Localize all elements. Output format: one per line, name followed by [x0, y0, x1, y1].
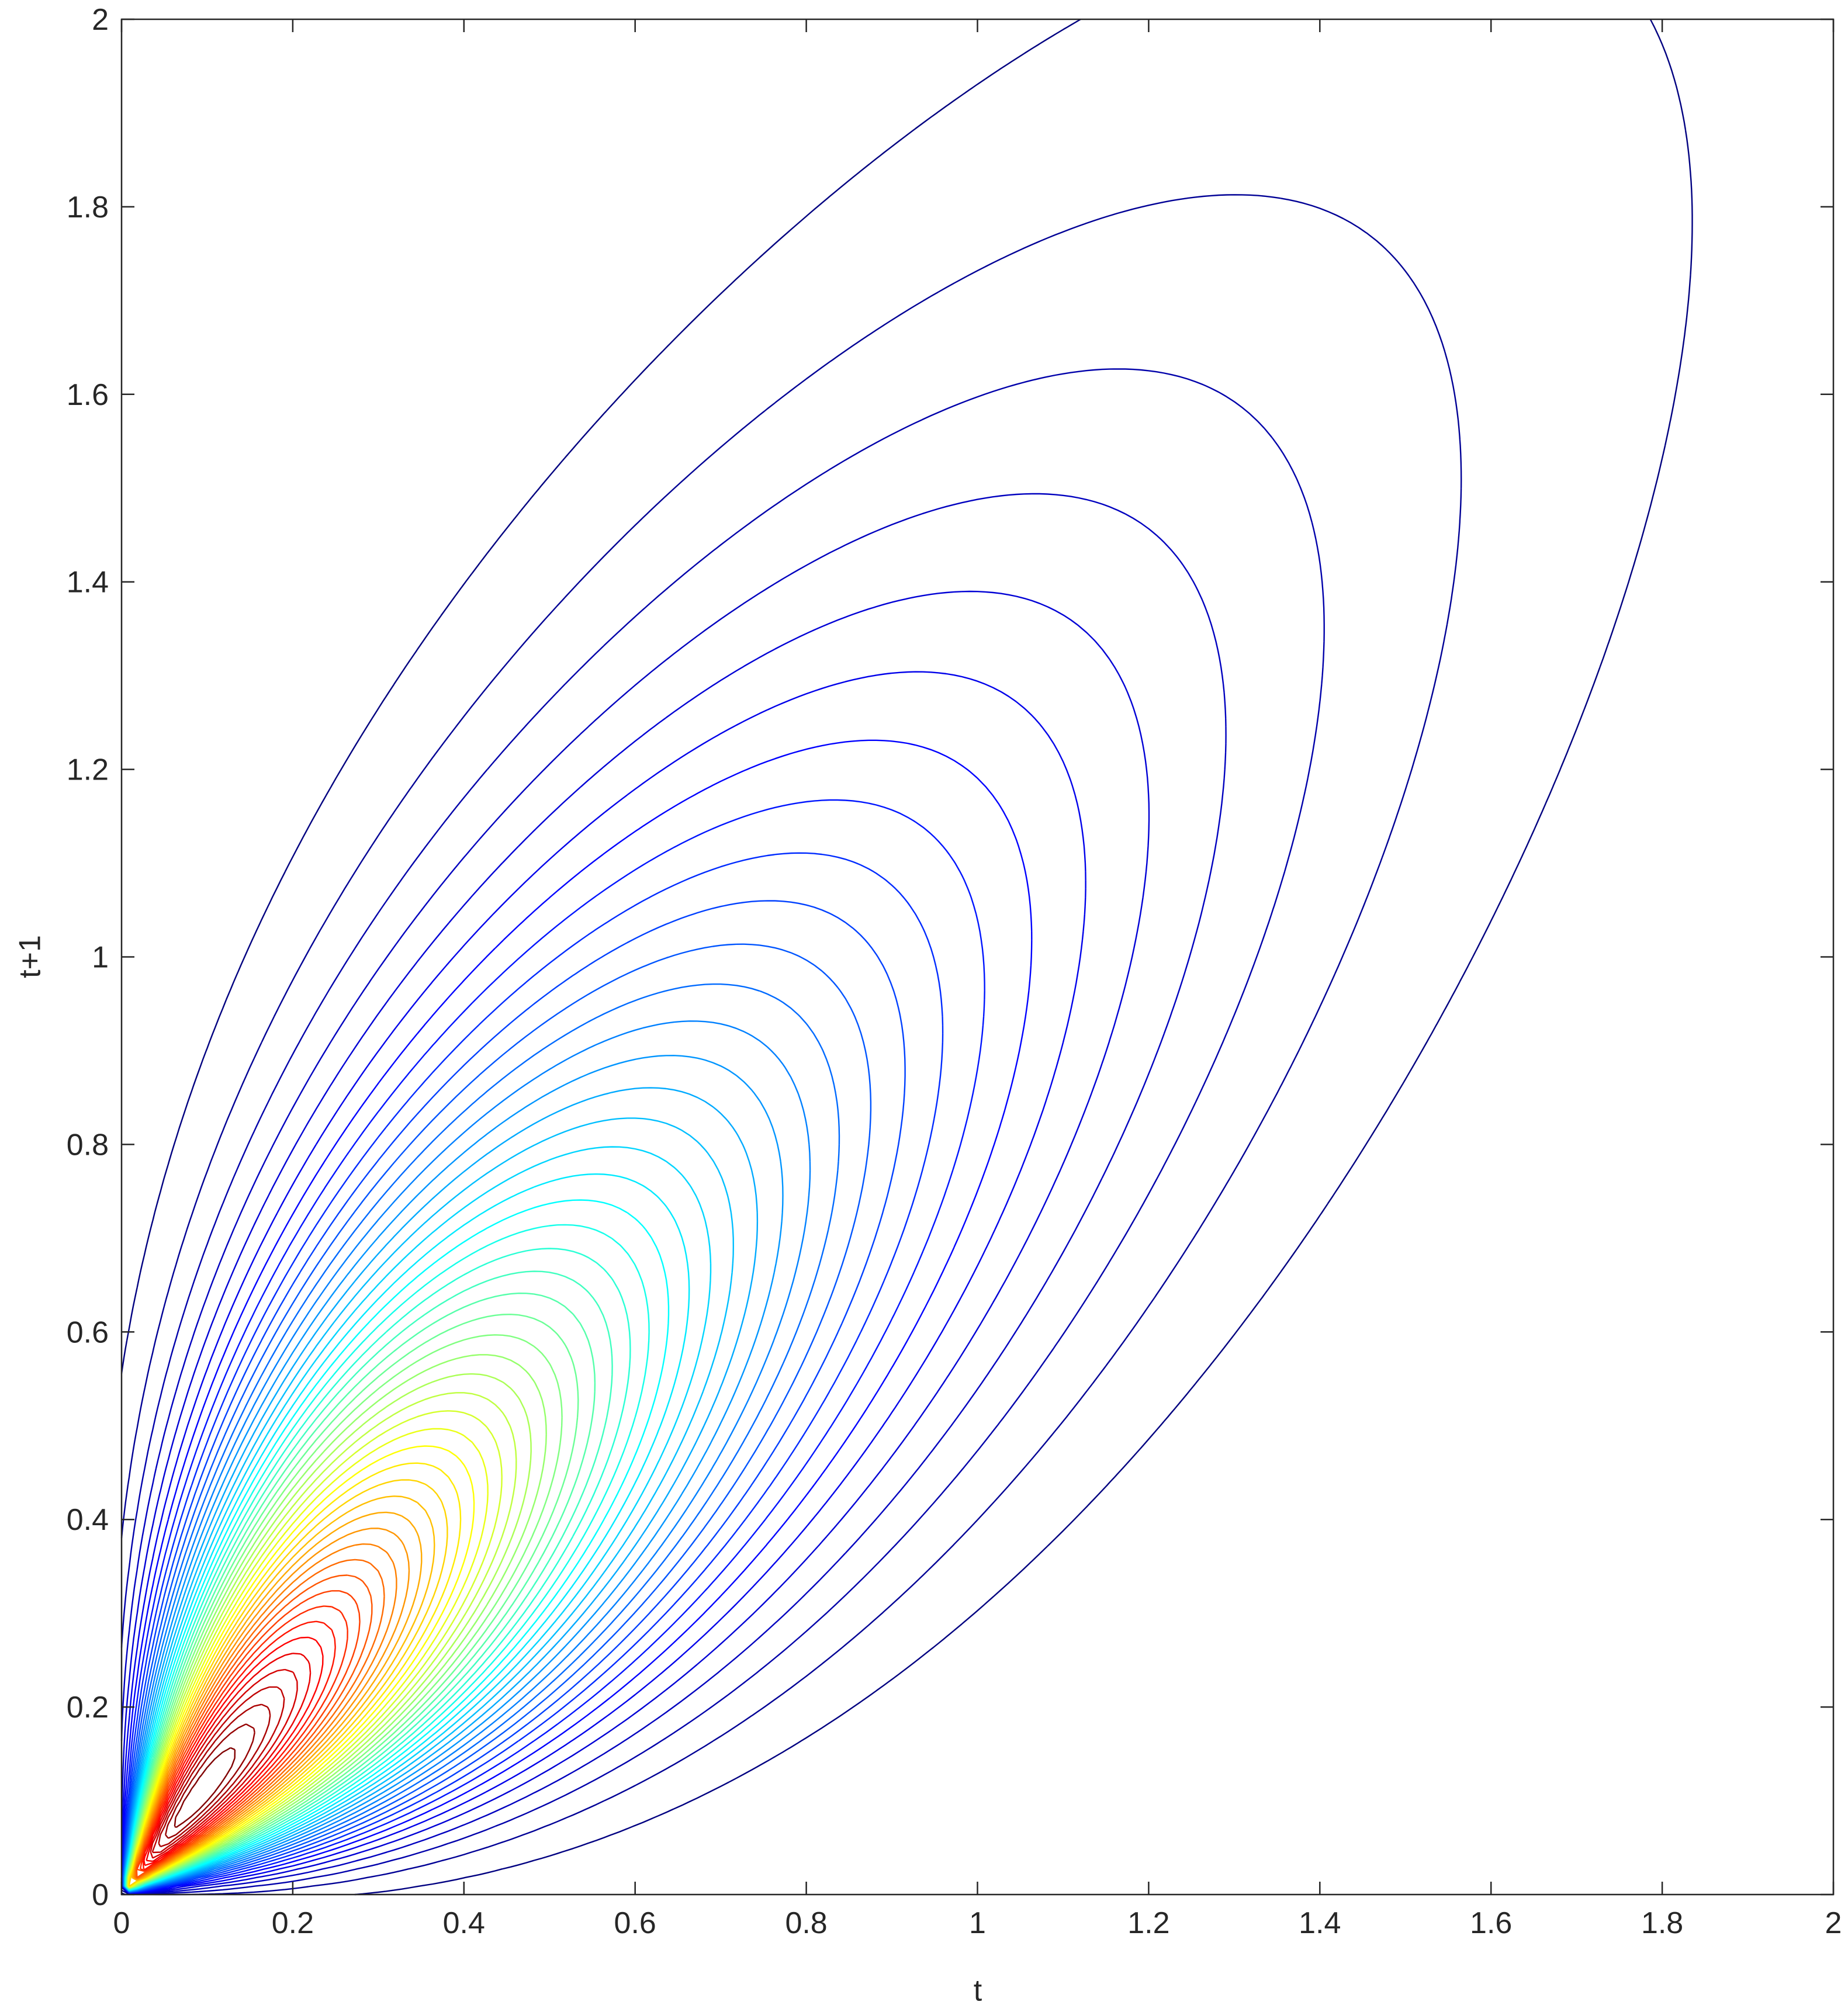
- y-tick-label: 0.2: [67, 1691, 109, 1724]
- contour-line: [120, 368, 1325, 1895]
- y-tick-label: 1: [92, 941, 109, 975]
- contour-line: [124, 1117, 734, 1892]
- y-tick-label: 1.6: [67, 378, 109, 412]
- plot-frame: [120, 18, 1835, 1896]
- contour-line: [127, 1392, 517, 1889]
- contour-line: [123, 983, 840, 1893]
- y-tick-label: 0.6: [67, 1315, 109, 1349]
- contour-line: [120, 194, 1462, 1896]
- contour-line: [126, 1314, 579, 1889]
- contour-line: [174, 1747, 236, 1829]
- contour-line: [136, 1590, 361, 1872]
- contour-line: [146, 1653, 312, 1862]
- x-tick-label: 1: [969, 1906, 986, 1940]
- contour-line: [122, 739, 1033, 1894]
- x-tick-label: 1.8: [1641, 1906, 1683, 1940]
- x-tick-label: 1.4: [1299, 1906, 1341, 1940]
- y-tick-label: 0.8: [67, 1128, 109, 1162]
- contour-line: [165, 1723, 255, 1839]
- contour-line: [142, 1620, 336, 1871]
- y-tick-label: 1.2: [67, 753, 109, 787]
- x-tick-label: 1.6: [1470, 1906, 1512, 1940]
- contour-line: [151, 1686, 285, 1854]
- x-axis-label: t: [974, 1974, 982, 2008]
- y-tick-label: 1.4: [67, 566, 109, 600]
- contour-line: [121, 590, 1150, 1895]
- contour-lines: [120, 18, 1693, 1896]
- x-tick-label: 0.4: [443, 1906, 485, 1940]
- contour-line: [143, 1636, 324, 1866]
- contour-line: [139, 1605, 348, 1871]
- y-tick-label: 0.4: [67, 1503, 109, 1537]
- contour-line: [120, 18, 1693, 1896]
- x-tick-label: 0: [113, 1906, 130, 1940]
- contour-line: [135, 1559, 385, 1879]
- x-tick-label: 1.2: [1127, 1906, 1169, 1940]
- x-tick-label: 0.2: [272, 1906, 314, 1940]
- contour-line: [150, 1668, 298, 1859]
- contour-line: [136, 1574, 373, 1878]
- contour-line: [122, 799, 985, 1894]
- contour-line: [158, 1703, 271, 1848]
- y-tick-label: 0: [92, 1878, 109, 1912]
- x-tick-label: 0.8: [785, 1906, 827, 1940]
- y-tick-label: 2: [92, 3, 109, 37]
- x-tick-label: 0.6: [614, 1906, 656, 1940]
- contour-line: [121, 671, 1086, 1895]
- y-axis-label: t+1: [13, 935, 47, 978]
- x-tick-label: 2: [1825, 1906, 1842, 1940]
- y-tick-label: 1.8: [67, 191, 109, 224]
